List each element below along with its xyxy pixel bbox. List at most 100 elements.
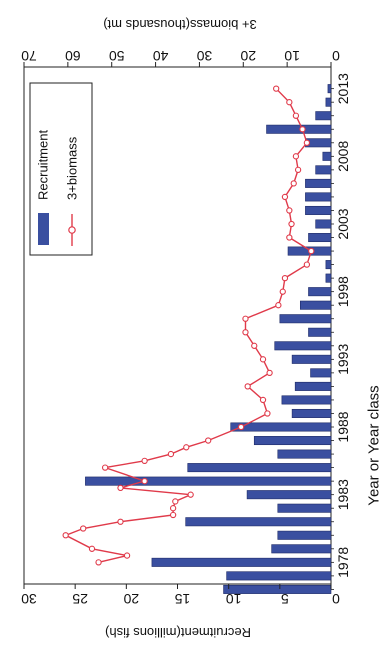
recruitment-bar: [253, 436, 332, 446]
biomass-point: [266, 369, 273, 377]
recruitment-bar: [277, 503, 332, 513]
x-axis-tick-label: 2008: [335, 141, 351, 172]
biomass-point: [286, 207, 293, 214]
legend: Recruitment 3+biomass: [29, 82, 93, 256]
biomass-series: [62, 85, 315, 566]
biomass-point: [167, 450, 175, 458]
biomass-point: [237, 423, 245, 431]
right-axis-tick-label: 0: [332, 48, 340, 64]
biomass-point: [205, 437, 212, 444]
recruitment-bar: [187, 463, 332, 473]
biomass-point: [80, 525, 87, 532]
recruitment-bar: [308, 327, 332, 337]
recruitment-bar: [308, 233, 332, 243]
recruitment-bar: [274, 341, 332, 351]
biomass-point: [292, 153, 300, 160]
recruitment-bar: [299, 300, 332, 310]
biomass-point: [286, 99, 293, 106]
biomass-point: [169, 505, 177, 512]
recruitment-bar: [294, 381, 332, 391]
x-axis-tick-label: 1978: [335, 547, 351, 578]
recruitment-bar: [277, 530, 332, 540]
biomass-point: [259, 356, 267, 363]
recruitment-bar: [271, 544, 332, 554]
biomass-point: [275, 302, 282, 309]
recruitment-bars: [85, 84, 332, 594]
x-axis-tick-label: 2013: [335, 73, 351, 104]
biomass-point: [281, 274, 289, 282]
biomass-point: [273, 85, 280, 92]
left-axis-tick-label: 0: [332, 591, 340, 607]
right-axis-tick-label: 40: [153, 48, 169, 64]
recruitment-bar: [305, 192, 332, 202]
recruitment-bar: [327, 84, 332, 94]
biomass-point: [242, 315, 249, 322]
biomass-point: [279, 288, 286, 295]
biomass-point: [95, 559, 102, 566]
x-axis-tick-label: 1983: [335, 479, 351, 510]
biomass-point: [141, 477, 148, 485]
biomass-point: [141, 457, 148, 464]
recruitment-bar: [310, 368, 332, 378]
legend-recruitment-swatch: [38, 213, 49, 245]
biomass-point: [259, 396, 267, 404]
biomass-point: [264, 410, 271, 417]
recruitment-bar: [305, 178, 332, 188]
biomass-point: [308, 247, 315, 255]
recruitment-bar: [281, 395, 332, 405]
right-axis-title: 3+ biomass(thousands mt): [103, 17, 257, 32]
right-axis: 0 10 20 30 40 50 60 70: [21, 48, 340, 67]
left-axis-tick-label: 15: [175, 591, 191, 607]
recruitment-bar: [315, 111, 332, 121]
recruitment-bar: [315, 165, 332, 175]
recruitment-bar: [325, 97, 332, 107]
right-axis-tick-label: 70: [21, 48, 37, 64]
biomass-point: [292, 112, 300, 119]
biomass-point: [183, 444, 190, 451]
recruitment-bar: [322, 151, 332, 161]
left-axis: 0 5 10 15 20 25 30: [21, 584, 340, 607]
recruitment-bar: [151, 557, 332, 567]
recruitment-bar: [308, 287, 332, 297]
biomass-point: [169, 511, 177, 519]
biomass-point: [290, 180, 297, 187]
biomass-point: [303, 139, 311, 146]
recruitment-bar: [291, 408, 332, 418]
biomass-point: [299, 126, 306, 133]
right-axis-tick-label: 50: [109, 48, 125, 64]
recruitment-bar: [291, 354, 332, 364]
right-axis-tick-label: 20: [240, 48, 256, 64]
left-axis-tick-label: 25: [72, 591, 88, 607]
recruitment-bar: [246, 490, 332, 500]
legend-recruitment-label: Recruitment: [36, 130, 51, 200]
recruitment-bar: [85, 476, 332, 486]
biomass-point: [281, 193, 289, 201]
left-axis-tick-label: 30: [21, 591, 37, 607]
recruitment-bar: [279, 314, 332, 324]
legend-biomass-marker: [68, 226, 76, 234]
biomass-point: [244, 383, 251, 390]
recruitment-bar: [266, 124, 332, 134]
biomass-point: [123, 552, 131, 559]
recruitment-bar: [315, 219, 332, 229]
recruitment-bar: [185, 517, 332, 527]
right-axis-tick-label: 30: [196, 48, 212, 64]
biomass-point: [303, 261, 311, 268]
biomass-point: [62, 532, 69, 539]
x-axis-tick-label: 1993: [335, 344, 351, 375]
x-axis-title: Year or Year class: [366, 385, 383, 505]
recruitment-bar: [325, 260, 332, 270]
recruitment-bar: [277, 449, 332, 459]
biomass-point: [286, 234, 293, 241]
biomass-point: [101, 464, 109, 471]
legend-biomass-label: 3+biomass: [65, 136, 80, 200]
right-axis-tick-label: 10: [284, 48, 300, 64]
right-axis-tick-label: 60: [65, 48, 81, 64]
biomass-point: [88, 545, 96, 552]
x-axis-tick-label: 1998: [335, 276, 351, 307]
left-axis-title: Recruitment(millions fish): [105, 625, 251, 640]
biomass-point: [187, 491, 194, 498]
recruitment-bar: [226, 571, 332, 581]
left-axis-tick-label: 10: [226, 591, 242, 607]
recruitment-bar: [325, 273, 332, 283]
